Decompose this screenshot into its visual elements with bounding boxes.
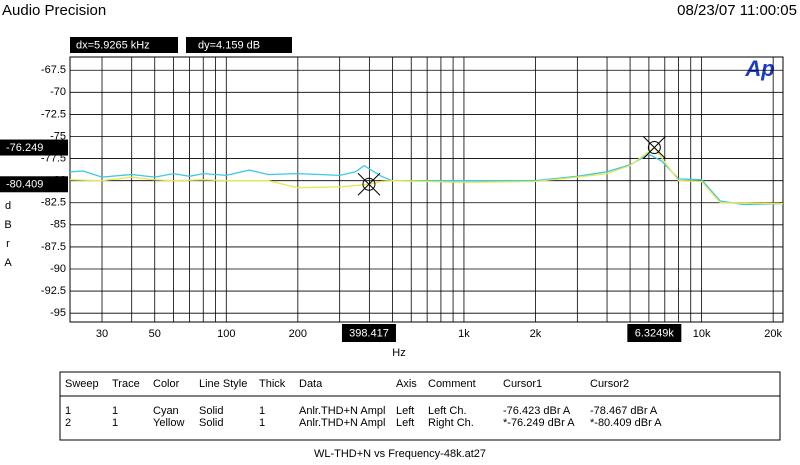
cursor-marker <box>647 141 661 155</box>
cursor-y-box <box>0 176 68 193</box>
y-tick-label: -72.5 <box>41 108 66 120</box>
app-title: Audio Precision <box>2 2 106 19</box>
table-cell: Anlr.THD+N Ampl <box>299 405 386 417</box>
y-tick-label: -90 <box>50 263 66 275</box>
table-header: Sweep <box>65 378 99 390</box>
table-header: Axis <box>396 378 417 390</box>
y-tick-label: -92.5 <box>41 285 66 297</box>
dy-readout: dy=4.159 dB <box>198 39 260 51</box>
cursor-x-readout: 6.3249k <box>635 327 675 339</box>
x-tick-label: 1k <box>458 328 470 340</box>
cursor-x-readout: 398.417 <box>349 327 389 339</box>
timestamp: 08/23/07 11:00:05 <box>677 2 797 19</box>
footer: WL-THD+N vs Frequency-48k.at27 <box>314 448 486 460</box>
y-tick-label: -82.5 <box>41 197 66 209</box>
table-header: Trace <box>112 378 140 390</box>
table-header: Thick <box>259 378 286 390</box>
dx-readout: dx=5.9265 kHz <box>76 39 150 51</box>
table-cell: *-80.409 dBr A <box>590 417 662 429</box>
y-tick-label: -75 <box>50 130 66 142</box>
table-cell: Yellow <box>153 417 184 429</box>
table-cell: Left <box>396 417 414 429</box>
x-tick-label: 20k <box>764 328 782 340</box>
y-tick-label: -87.5 <box>41 241 66 253</box>
x-tick-label: 200 <box>289 328 307 340</box>
cursor-y-readout: -76.249 <box>6 142 43 154</box>
table-cell: 1 <box>259 405 265 417</box>
table-header: Color <box>153 378 180 390</box>
table-cell: Left Ch. <box>428 405 467 417</box>
table-cell: Left <box>396 405 414 417</box>
table-cell: Anlr.THD+N Ampl <box>299 417 386 429</box>
data-line <box>69 146 784 205</box>
y-tick-label: -85 <box>50 219 66 231</box>
cursor-y-box <box>0 139 68 156</box>
x-tick-label: 50 <box>149 328 161 340</box>
table-cell: 1 <box>112 417 118 429</box>
table-header: Comment <box>428 378 476 390</box>
table-cell: 1 <box>259 417 265 429</box>
dy-box <box>186 37 292 53</box>
table-cell: 1 <box>65 405 71 417</box>
plot-frame <box>69 56 784 323</box>
legend-table-frame <box>59 371 781 441</box>
table-cell: Cyan <box>153 405 179 417</box>
table-cell: 1 <box>112 405 118 417</box>
cursor-x-box <box>627 324 682 342</box>
cursor-marker <box>362 177 376 191</box>
logo: Ap <box>744 56 774 81</box>
table-cell: *-76.249 dBr A <box>503 417 575 429</box>
table-header: Cursor1 <box>503 378 542 390</box>
x-tick-label: 2k <box>530 328 542 340</box>
table-header: Data <box>299 378 323 390</box>
data-line <box>69 153 784 206</box>
cursor-y-readout: -80.409 <box>6 179 43 191</box>
y-tick-label: -70 <box>50 86 66 98</box>
y-tick-label: -95 <box>50 307 66 319</box>
x-tick-label: 100 <box>217 328 235 340</box>
table-cell: Solid <box>199 417 223 429</box>
x-tick-label: 30 <box>96 328 108 340</box>
table-cell: Right Ch. <box>428 417 474 429</box>
dx-box <box>70 37 178 53</box>
x-axis-label: Hz <box>392 347 405 359</box>
table-cell: -76.423 dBr A <box>503 405 571 417</box>
y-tick-label: -67.5 <box>41 64 66 76</box>
y-axis-label: dBrA <box>2 200 14 276</box>
table-header: Cursor2 <box>590 378 629 390</box>
table-cell: -78.467 dBr A <box>590 405 658 417</box>
table-header: Line Style <box>199 378 247 390</box>
cursor-x-box <box>341 324 396 342</box>
table-cell: 2 <box>65 417 71 429</box>
cursor-cross <box>357 172 381 196</box>
cursor-cross <box>642 136 666 159</box>
table-cell: Solid <box>199 405 223 417</box>
x-tick-label: 10k <box>693 328 711 340</box>
